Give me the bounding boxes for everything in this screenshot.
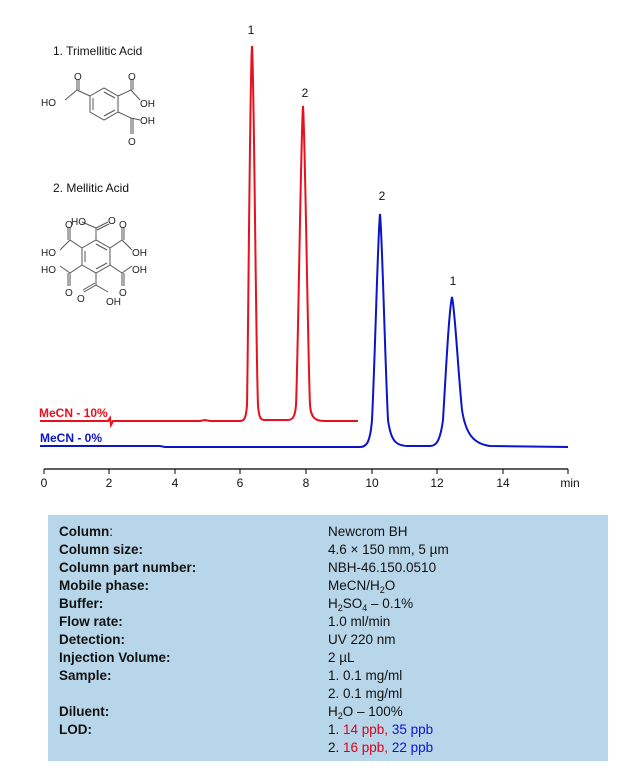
x-tick: 8 xyxy=(303,476,310,490)
trace-mecn-0 xyxy=(40,213,569,448)
column-size-label: Column size: xyxy=(59,542,144,557)
flow-rate-label: Flow rate: xyxy=(59,614,123,629)
svg-text:O: O xyxy=(119,220,127,231)
column-label: Column: xyxy=(59,524,114,539)
svg-text:OH: OH xyxy=(132,248,147,259)
lod-label: LOD: xyxy=(59,722,92,737)
x-tick: 14 xyxy=(496,476,510,490)
diluent-value: H2O – 100% xyxy=(328,704,403,721)
svg-text:HO: HO xyxy=(41,248,56,259)
peak-label: 2 xyxy=(379,189,386,203)
legend-mecn-0: MeCN - 0% xyxy=(40,431,102,445)
svg-text:O: O xyxy=(108,216,116,227)
peak-label: 2 xyxy=(302,86,309,100)
x-tick: 6 xyxy=(237,476,244,490)
detection-label: Detection: xyxy=(59,632,126,647)
svg-text:O: O xyxy=(77,294,85,305)
x-tick: 12 xyxy=(430,476,444,490)
buffer-value: H2SO4 – 0.1% xyxy=(328,596,414,613)
legend-mecn-10: MeCN - 10% xyxy=(39,406,108,420)
svg-text:O: O xyxy=(128,72,136,83)
x-axis-unit: min xyxy=(560,476,579,490)
x-tick: 2 xyxy=(106,476,113,490)
x-tick: 0 xyxy=(41,476,48,490)
injection-volume-label: Injection Volume: xyxy=(59,650,171,665)
sample-value-1: 1. 0.1 mg/ml xyxy=(328,668,403,683)
svg-text:O: O xyxy=(65,288,73,299)
detection-value: UV 220 nm xyxy=(328,632,396,647)
lod-value-1: 1. 14 ppb, 35 ppb xyxy=(328,722,434,737)
lod-value-2: 2. 16 ppb, 22 ppb xyxy=(328,740,434,755)
sample-value-2: 2. 0.1 mg/ml xyxy=(328,686,403,701)
svg-text:OH: OH xyxy=(106,297,121,308)
column-value: Newcrom BH xyxy=(328,524,408,539)
chromatogram: 0 2 4 6 8 10 12 14 min 1 2 2 1 MeCN - 10… xyxy=(39,23,580,490)
svg-text:OH: OH xyxy=(132,265,147,276)
svg-text:HO: HO xyxy=(41,265,56,276)
buffer-label: Buffer: xyxy=(59,596,104,611)
peak-label: 1 xyxy=(248,23,255,37)
mobile-phase-value: MeCN/H2O xyxy=(328,578,396,595)
x-tick: 10 xyxy=(365,476,379,490)
mellitic-acid-structure xyxy=(59,221,133,293)
part-number-label: Column part number: xyxy=(59,560,197,575)
svg-text:O: O xyxy=(119,288,127,299)
svg-text:O: O xyxy=(65,220,73,231)
injection-volume-value: 2 µL xyxy=(328,650,355,665)
trimellitic-acid-structure xyxy=(64,80,141,134)
compound-1-label: 1. Trimellitic Acid xyxy=(53,44,143,58)
svg-text:HO: HO xyxy=(71,217,86,228)
svg-text:OH: OH xyxy=(140,116,155,127)
peak-label: 1 xyxy=(450,274,457,288)
svg-text:HO: HO xyxy=(41,98,56,109)
diluent-label: Diluent: xyxy=(59,704,110,719)
column-size-value: 4.6 × 150 mm, 5 µm xyxy=(328,542,449,557)
svg-text:OH: OH xyxy=(140,99,155,110)
svg-text:O: O xyxy=(74,72,82,83)
svg-text:O: O xyxy=(128,137,136,148)
sample-label: Sample: xyxy=(59,668,112,683)
compound-2-label: 2. Mellitic Acid xyxy=(53,181,130,195)
mobile-phase-label: Mobile phase: xyxy=(59,578,150,593)
flow-rate-value: 1.0 ml/min xyxy=(328,614,391,629)
conditions-panel: Column: Newcrom BH Column size: 4.6 × 15… xyxy=(48,515,608,761)
x-tick: 4 xyxy=(172,476,179,490)
part-number-value: NBH-46.150.0510 xyxy=(328,560,437,575)
trace-mecn-10 xyxy=(40,45,358,429)
